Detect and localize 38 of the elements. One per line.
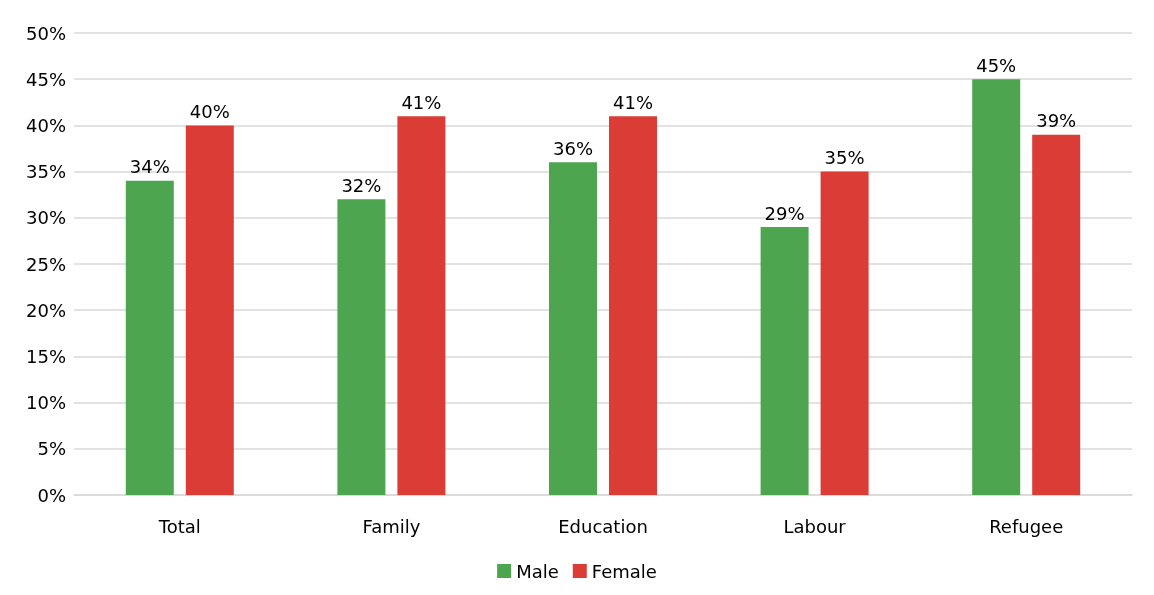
x-tick-label: Education [558, 515, 648, 537]
y-tick-label: 50% [25, 22, 66, 44]
data-label: 32% [341, 174, 382, 196]
data-label: 35% [824, 147, 865, 169]
y-tick-label: 0% [37, 484, 66, 506]
y-tick-label: 35% [25, 161, 66, 183]
bar [1032, 134, 1081, 495]
bar [760, 227, 809, 495]
data-label: 45% [976, 54, 1017, 76]
y-tick-label: 25% [25, 253, 66, 275]
bar [337, 199, 386, 495]
legend-label: Male [516, 560, 559, 582]
bar [609, 116, 657, 495]
y-tick-label: 10% [25, 392, 66, 414]
data-label: 29% [764, 202, 805, 224]
data-label: 39% [1036, 110, 1077, 132]
x-tick-label: Total [157, 515, 201, 537]
bar [125, 180, 174, 495]
data-label: 41% [401, 91, 442, 113]
y-tick-label: 45% [25, 68, 66, 90]
y-tick-label: 30% [25, 207, 66, 229]
data-label: 36% [552, 137, 594, 159]
legend-label: Female [591, 560, 657, 582]
x-tick-label: Family [362, 515, 421, 537]
y-tick-label: 5% [37, 438, 66, 460]
y-tick-label: 20% [25, 299, 66, 321]
bar [185, 125, 234, 495]
bar [820, 171, 869, 495]
y-tick-label: 15% [25, 345, 66, 367]
x-tick-label: Labour [783, 515, 847, 537]
data-label: 40% [189, 100, 230, 122]
data-label: 41% [612, 91, 654, 113]
bar [549, 162, 597, 495]
y-tick-label: 40% [25, 114, 66, 136]
data-label: 34% [129, 156, 170, 178]
bar [397, 116, 446, 495]
bar [972, 79, 1021, 495]
x-tick-label: Refugee [989, 515, 1064, 537]
